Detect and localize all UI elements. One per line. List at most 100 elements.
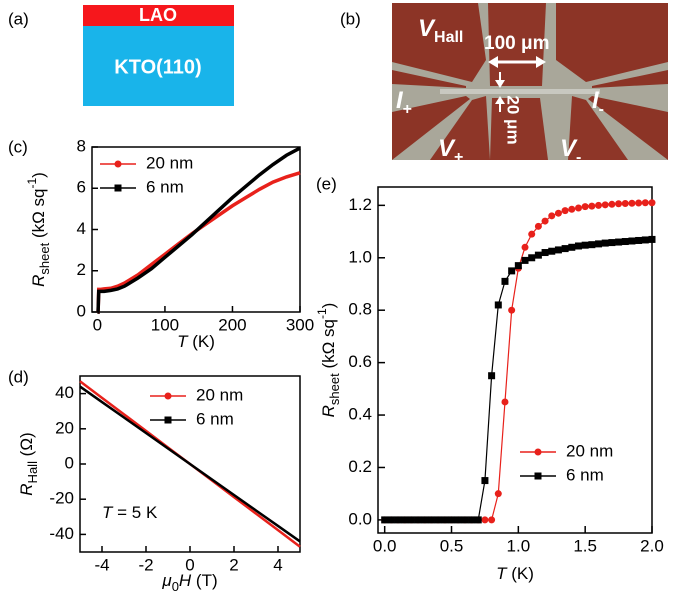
y-tick-label: 1.2 xyxy=(348,195,372,214)
panel-label: (b) xyxy=(340,9,361,28)
x-axis-label: T (K) xyxy=(496,564,534,583)
marker xyxy=(528,231,535,238)
y-tick-label: 2 xyxy=(77,260,86,279)
label-part: ) xyxy=(29,172,48,178)
marker xyxy=(595,202,602,209)
marker xyxy=(542,249,549,256)
marker xyxy=(501,278,508,285)
marker xyxy=(602,201,609,208)
marker xyxy=(408,516,415,523)
marker xyxy=(582,203,589,210)
marker xyxy=(615,239,622,246)
y-tick-label: 6 xyxy=(77,178,86,197)
x-tick-label: 4 xyxy=(273,555,282,574)
photo-label-part: - xyxy=(576,149,581,166)
x-tick-label: 2 xyxy=(229,555,238,574)
marker xyxy=(595,240,602,247)
y-tick-label: 0.4 xyxy=(348,405,372,424)
y-axis-label: Rsheet (kΩ sq-1) xyxy=(25,172,52,287)
label-part: Hall xyxy=(25,461,40,484)
legend-marker xyxy=(165,393,172,400)
x-axis-label: μ0H (T) xyxy=(161,571,217,591)
y-tick-label: 0.2 xyxy=(348,457,372,476)
y-tick-label: 0.8 xyxy=(348,300,372,319)
label-part: sheet xyxy=(327,373,342,405)
label-part: 0 xyxy=(172,579,179,591)
layer-label: KTO(110) xyxy=(114,56,201,78)
marker xyxy=(588,203,595,210)
y-tick-label: 0 xyxy=(65,453,74,472)
label-part: (K) xyxy=(507,564,534,583)
marker xyxy=(481,516,488,523)
marker xyxy=(495,490,502,497)
y-tick-label: 0.0 xyxy=(348,509,372,528)
marker xyxy=(495,301,502,308)
marker xyxy=(582,242,589,249)
photo-label: 100 μm xyxy=(484,33,550,54)
marker xyxy=(515,262,522,269)
legend-label: 6 nm xyxy=(566,465,604,484)
photo-label-part: + xyxy=(454,149,463,166)
marker xyxy=(508,307,515,314)
marker xyxy=(588,241,595,248)
legend-label: 20 nm xyxy=(146,153,193,172)
y-tick-label: 40 xyxy=(55,383,74,402)
marker xyxy=(381,516,388,523)
marker xyxy=(628,237,635,244)
legend-label: 20 nm xyxy=(196,385,243,404)
x-tick-label: -2 xyxy=(138,555,153,574)
marker xyxy=(415,516,422,523)
annotation: T = 5 K xyxy=(102,503,158,522)
marker xyxy=(461,516,468,523)
label-part: sheet xyxy=(37,242,52,274)
x-tick-label: 2.0 xyxy=(640,536,664,555)
photo-label-part: + xyxy=(403,101,412,118)
legend-label: 20 nm xyxy=(566,441,613,460)
x-tick-label: 0.0 xyxy=(373,536,397,555)
marker xyxy=(608,239,615,246)
y-axis-label: Rsheet (kΩ sq-1) xyxy=(315,303,342,418)
y-axis-label: RHall (Ω) xyxy=(17,432,40,495)
photo-label-part: - xyxy=(599,101,604,118)
panel-label: (e) xyxy=(316,174,337,193)
marker xyxy=(475,516,482,523)
marker xyxy=(649,236,656,243)
marker xyxy=(568,206,575,213)
legend-label: 6 nm xyxy=(196,409,234,428)
marker xyxy=(522,257,529,264)
layer-label: LAO xyxy=(139,5,177,25)
label-part: R xyxy=(17,483,36,495)
photo-label-part: Hall xyxy=(434,29,463,46)
marker xyxy=(615,200,622,207)
label-part: H xyxy=(179,571,192,590)
label-part: (K) xyxy=(188,332,215,351)
label-part: (T) xyxy=(191,571,217,590)
legend-marker xyxy=(115,161,122,168)
legend-marker xyxy=(115,185,122,192)
x-tick-label: 300 xyxy=(286,315,314,334)
x-tick-label: 0.5 xyxy=(440,536,464,555)
y-tick-label: 20 xyxy=(55,418,74,437)
marker xyxy=(542,218,549,225)
series-line xyxy=(385,203,652,520)
x-tick-label: 0 xyxy=(93,315,102,334)
marker xyxy=(428,516,435,523)
marker xyxy=(548,212,555,219)
label-part: ) xyxy=(319,303,338,309)
y-tick-label: -40 xyxy=(49,524,74,543)
marker xyxy=(528,254,535,261)
y-tick-label: 8 xyxy=(77,136,86,155)
marker xyxy=(575,242,582,249)
panel-label: (a) xyxy=(8,9,29,28)
plot-frame xyxy=(378,187,652,533)
x-tick-label: 1.0 xyxy=(507,536,531,555)
marker xyxy=(421,516,428,523)
y-tick-label: 4 xyxy=(77,219,86,238)
y-tick-label: -20 xyxy=(49,489,74,508)
marker xyxy=(395,516,402,523)
marker xyxy=(441,516,448,523)
marker xyxy=(562,207,569,214)
marker xyxy=(481,477,488,484)
marker xyxy=(555,246,562,253)
